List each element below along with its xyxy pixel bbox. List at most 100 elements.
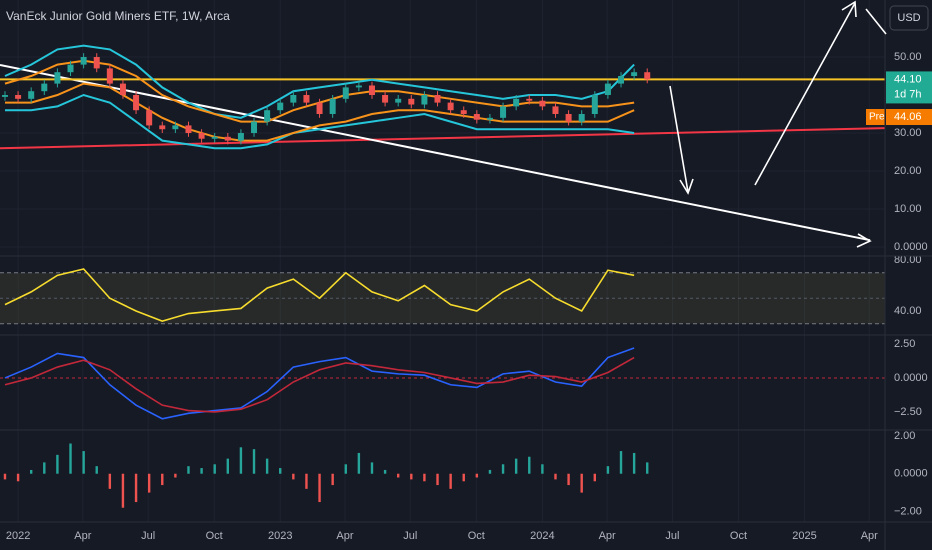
arrow	[865, 8, 887, 35]
histogram-bar	[475, 473, 479, 478]
x-tick-label: 2024	[530, 530, 554, 542]
y-tick-label: 80.00	[894, 254, 922, 266]
arrow-head	[841, 0, 857, 18]
histogram-bar	[292, 473, 295, 480]
candle-body	[67, 64, 74, 73]
candle-body	[500, 106, 507, 118]
histogram-bar	[305, 473, 308, 489]
histogram-bar	[239, 447, 243, 474]
candle-body	[421, 95, 428, 105]
candle-body	[159, 125, 166, 130]
histogram-bar	[370, 462, 374, 474]
histogram-bar	[226, 458, 230, 474]
candle-body	[486, 117, 493, 120]
histogram-bar	[410, 473, 413, 480]
arrow-head	[856, 233, 872, 248]
candle-body	[329, 98, 336, 115]
histogram-bar	[16, 473, 20, 482]
premarket-badge	[886, 109, 932, 125]
x-tick-label: 2025	[792, 530, 816, 542]
histogram-bar	[646, 462, 649, 474]
x-tick-label: Oct	[468, 530, 485, 542]
candle-body	[591, 95, 598, 115]
candle-body	[80, 57, 87, 65]
histogram-bar	[108, 473, 112, 489]
chart-title: VanEck Junior Gold Miners ETF, 1W, Arca	[6, 9, 230, 23]
arrow	[669, 85, 689, 193]
candle-body	[526, 98, 533, 101]
histogram-bar	[567, 473, 570, 486]
histogram-bar	[279, 468, 282, 474]
candle-body	[119, 83, 126, 96]
candle-body	[277, 102, 284, 111]
histogram-bar	[3, 473, 7, 480]
last-price-label: 44.10	[894, 73, 922, 85]
y-tick-label: 0.0000	[894, 372, 928, 384]
candle-body	[41, 83, 48, 92]
candle-body	[316, 102, 323, 115]
histogram-bar	[318, 473, 321, 503]
histogram-bar	[436, 473, 439, 486]
candle-body	[552, 106, 559, 115]
candle-body	[224, 136, 231, 141]
x-tick-label: Jul	[665, 530, 679, 542]
histogram-bar	[462, 473, 465, 482]
candle-body	[604, 83, 611, 96]
histogram-bar	[344, 464, 347, 474]
candle-body	[368, 85, 375, 96]
candle-body	[618, 76, 625, 84]
candle-body	[631, 72, 638, 77]
histogram-bar	[632, 452, 636, 474]
trend-line	[0, 64, 871, 242]
indicator-line	[4, 268, 635, 323]
candle-body	[303, 95, 310, 103]
histogram-bar	[252, 449, 256, 474]
x-tick-label: Apr	[599, 530, 616, 542]
histogram-bar	[265, 458, 269, 474]
histogram-bar	[95, 466, 98, 474]
candle-body	[211, 136, 218, 139]
histogram-bar	[619, 451, 623, 474]
candle-body	[565, 114, 572, 122]
x-tick-label: 2023	[268, 530, 292, 542]
y-tick-label: 20.00	[894, 165, 922, 177]
arrow	[754, 2, 856, 186]
candle-body	[146, 110, 153, 126]
candle-body	[578, 114, 585, 122]
x-tick-label: Apr	[861, 530, 878, 542]
premarket-tag-label: Pre	[869, 112, 885, 123]
candle-body	[185, 125, 192, 134]
band-line	[4, 93, 635, 150]
candle-body	[198, 133, 205, 139]
x-tick-label: Apr	[336, 530, 353, 542]
histogram-bar	[396, 473, 400, 478]
candle-body	[251, 121, 258, 134]
candle-body	[460, 110, 467, 115]
trend-line	[0, 127, 886, 150]
candle-body	[237, 133, 244, 141]
candle-body	[133, 95, 140, 111]
candle-body	[15, 95, 22, 99]
candle-body	[290, 95, 297, 103]
premarket-tag	[866, 109, 885, 125]
candle-body	[513, 98, 520, 107]
x-tick-label: Oct	[206, 530, 223, 542]
histogram-bar	[187, 466, 190, 474]
y-tick-label: 30.00	[894, 127, 922, 139]
histogram-bar	[606, 466, 610, 474]
histogram-bar	[69, 443, 72, 474]
x-tick-label: Jul	[403, 530, 417, 542]
x-tick-label: Oct	[730, 530, 747, 542]
y-tick-label: 2.50	[894, 338, 915, 350]
candle-body	[539, 100, 546, 107]
histogram-bar	[501, 464, 505, 474]
indicator-line	[4, 347, 635, 420]
histogram-bar	[514, 458, 518, 474]
y-tick-label: 50.00	[894, 51, 922, 63]
currency-button[interactable]	[889, 5, 929, 31]
y-tick-label: 40.00	[894, 305, 922, 317]
histogram-bar	[213, 464, 216, 474]
candle-body	[644, 72, 651, 80]
currency-label[interactable]: USD	[897, 12, 920, 24]
